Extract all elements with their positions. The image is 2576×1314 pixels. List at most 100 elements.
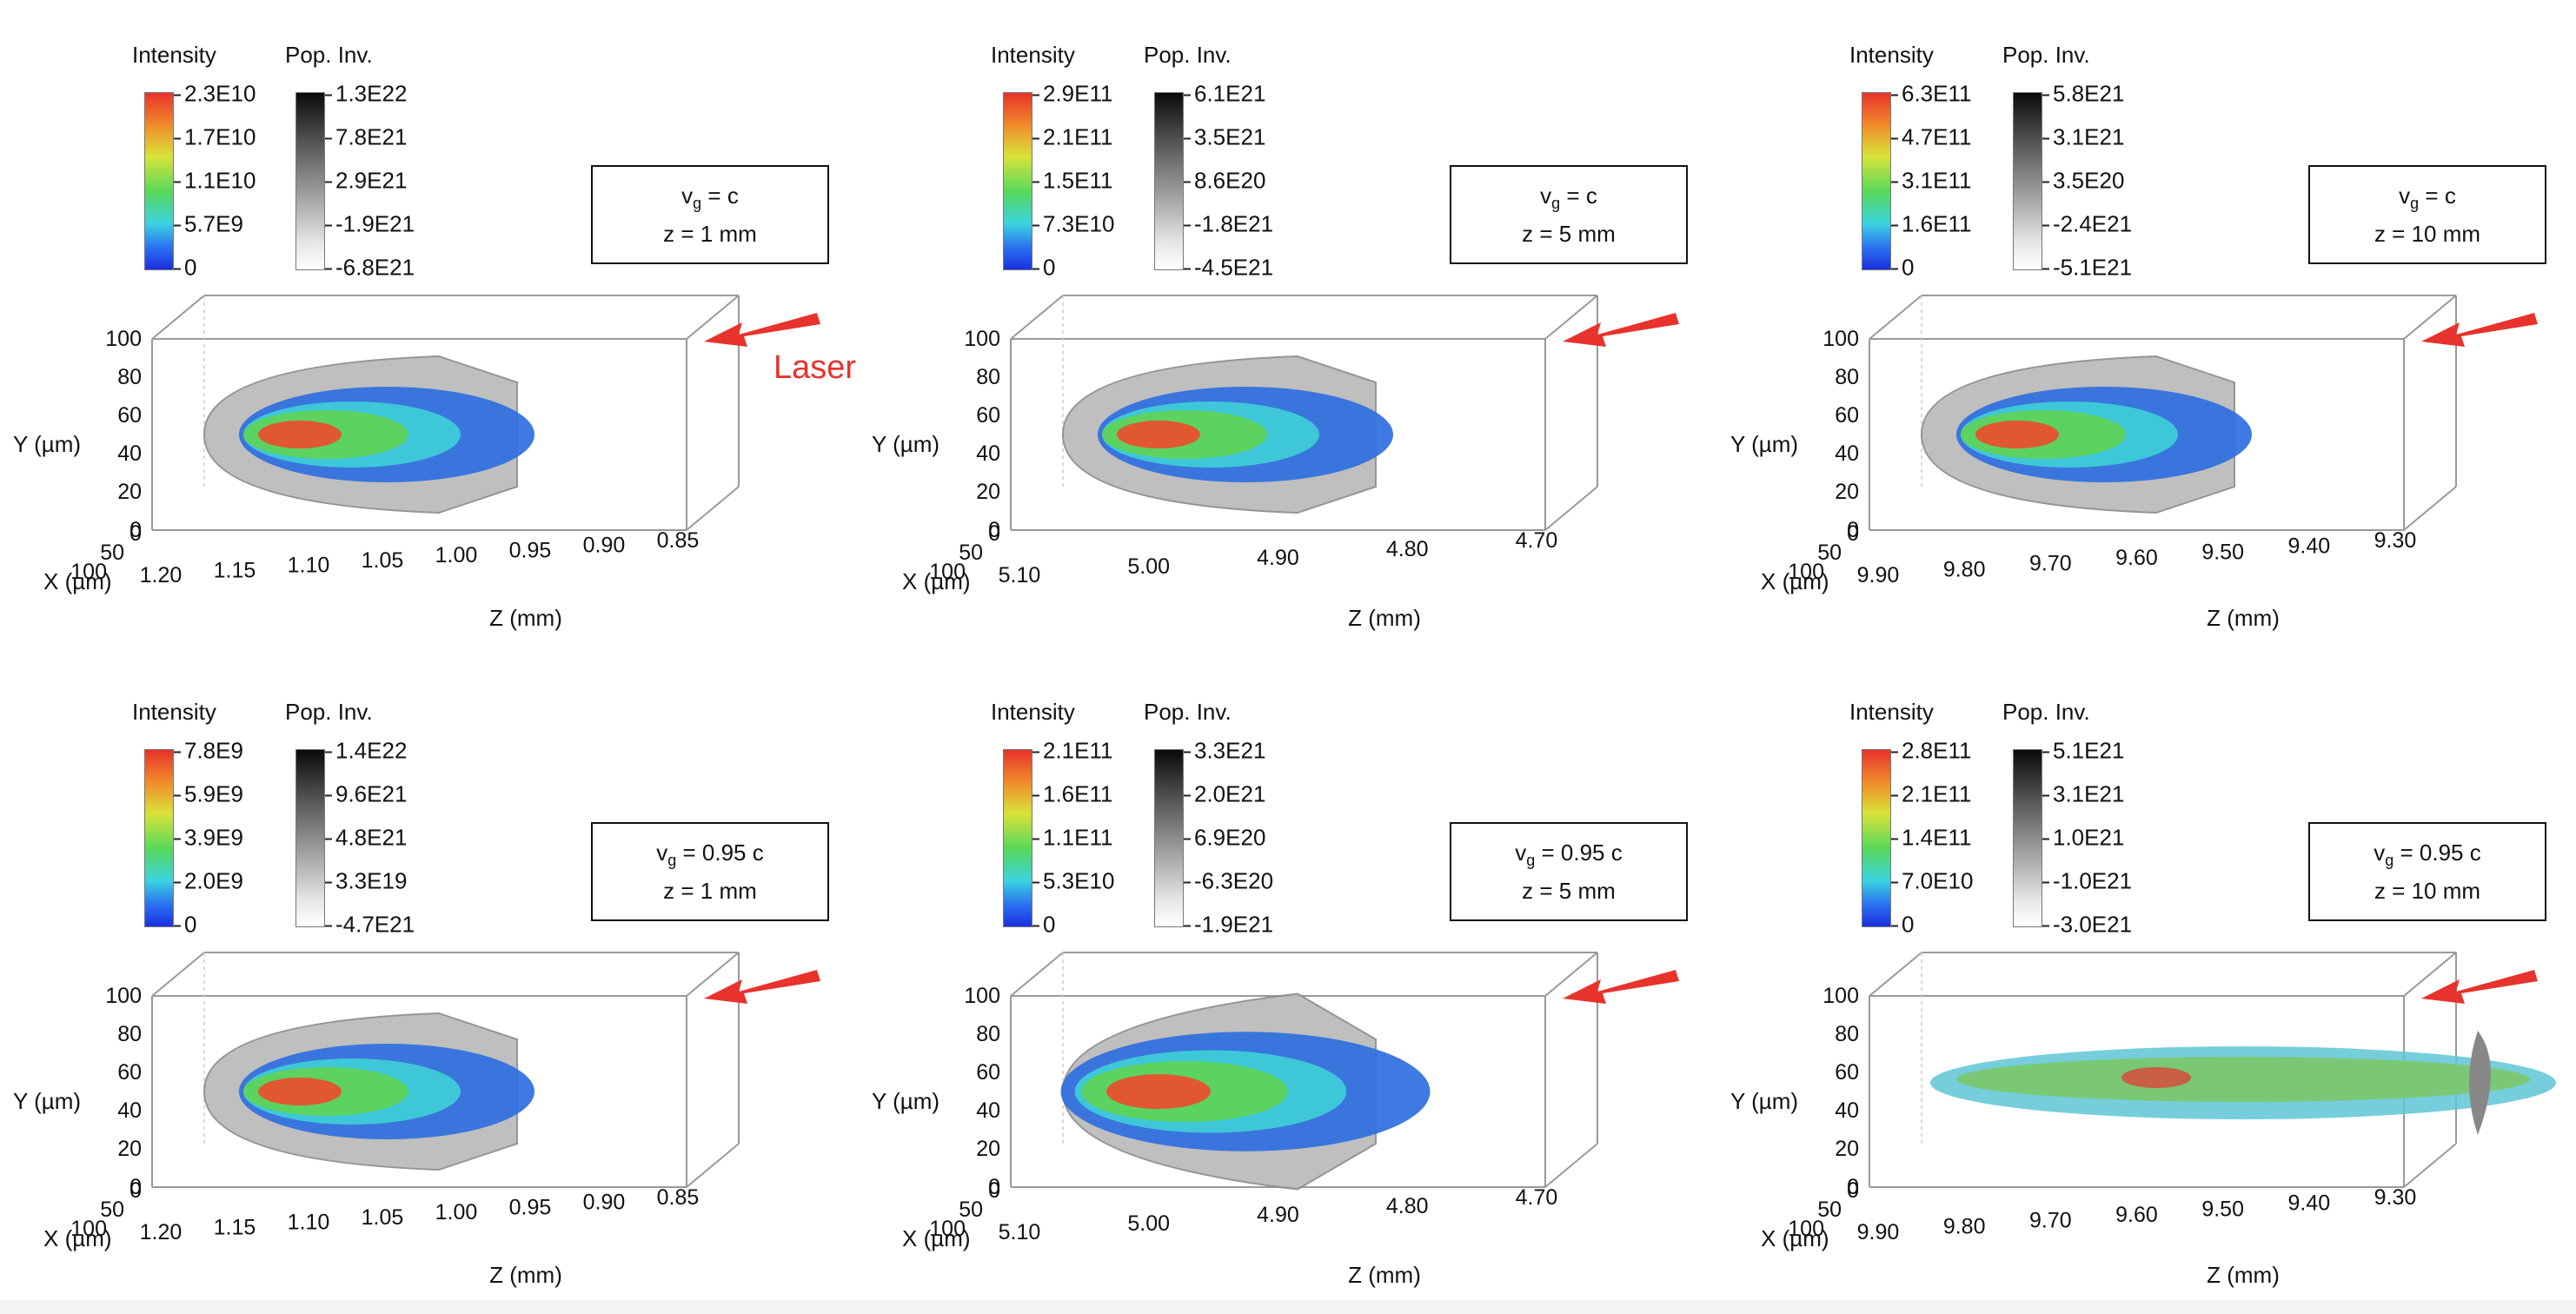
intensity-tick-label: 3.9E9: [174, 825, 243, 852]
y-tick-label: 20: [1835, 1137, 1859, 1161]
intensity-tick-label: 2.1E11: [1891, 781, 1971, 808]
box-edge: [686, 486, 740, 531]
group-velocity-label: vg = 0.95 c: [1515, 840, 1623, 870]
x-axis-label: X (µm): [902, 568, 971, 594]
x-tick-label: 0: [129, 521, 142, 546]
intensity-tick-label: 0: [1891, 912, 1914, 939]
box-edge: [1544, 295, 1598, 340]
intensity-legend-title: Intensity: [991, 699, 1075, 725]
z-tick-label: 0.95: [509, 538, 552, 562]
pop-inv-tick-label: 2.0E21: [1184, 781, 1265, 808]
y-tick-label: 100: [105, 984, 142, 1008]
pop-inv-tick-label: 3.1E21: [2042, 124, 2124, 151]
laser-arrow: [1563, 970, 1679, 1004]
isosurface-group: [1060, 992, 1431, 1191]
y-tick-label: 40: [976, 441, 1000, 466]
laser-arrow: [2421, 970, 2538, 1004]
y-tick-label: 40: [117, 1098, 142, 1123]
panel-p6: Intensity Pop. Inv. 2.8E11 2.1E11 1.4E11 7.0E…: [1717, 657, 2576, 1314]
box-edge: [686, 952, 740, 997]
pop-inv-tick-label: 7.8E21: [325, 124, 407, 151]
pop-inv-tick-label: 1.3E22: [325, 81, 407, 108]
z-axis-label: Z (mm): [2207, 1262, 2280, 1288]
group-velocity-label: vg = 0.95 c: [656, 840, 764, 870]
pop-inv-tick-label: 6.1E21: [1184, 81, 1265, 108]
y-tick-label: 20: [117, 1137, 142, 1161]
intensity-tick-label: 6.3E11: [1891, 81, 1971, 108]
laser-arrow: [704, 970, 820, 1004]
panel-p5: Intensity Pop. Inv. 2.1E11 1.6E11 1.1E11 5.3E…: [859, 657, 1717, 1314]
intensity-legend-title: Intensity: [132, 699, 216, 725]
x-tick-label: 50: [1817, 541, 1842, 565]
y-tick-label: 100: [105, 327, 142, 351]
pop-inv-tick-label: -6.8E21: [325, 255, 415, 282]
intensity-tick-label: 5.3E10: [1032, 868, 1114, 895]
z-axis-label: Z (mm): [2207, 605, 2280, 631]
intensity-tick-label: 2.1E11: [1032, 738, 1112, 765]
z-axis-label: Z (mm): [489, 1262, 562, 1288]
z-tick-label: 1.15: [214, 1215, 256, 1239]
pop-inv-tick-label: 3.3E21: [1184, 738, 1265, 765]
y-tick-label: 80: [117, 1022, 142, 1046]
z-tick-label: 1.00: [435, 1200, 478, 1224]
y-tick-label: 40: [117, 441, 142, 466]
x-tick-label: 0: [988, 521, 1000, 546]
propagation-distance-label: z = 5 mm: [1522, 877, 1616, 904]
x-tick-label: 50: [1817, 1198, 1842, 1222]
pop-inv-tick-label: -1.0E21: [2042, 868, 2132, 895]
pop-inv-tick-label: -4.5E21: [1184, 255, 1273, 282]
intensity-peak: [1106, 1074, 1211, 1109]
pop-inv-tick-label: -1.9E21: [1184, 912, 1273, 939]
y-tick-label: 100: [1822, 327, 1859, 351]
y-tick-label: 60: [1835, 1060, 1859, 1085]
group-velocity-value: c: [727, 182, 739, 209]
intensity-colorbar: [1003, 749, 1032, 927]
z-tick-label: 1.05: [362, 548, 404, 573]
pop-inv-colorbar: [2013, 749, 2042, 927]
group-velocity-label: vg = c: [681, 182, 739, 213]
propagation-distance-label: z = 1 mm: [663, 220, 757, 247]
isosurface-group: [1061, 355, 1393, 514]
box-edge: [1010, 295, 1064, 340]
box-edge: [2403, 486, 2457, 531]
z-axis-label: Z (mm): [1348, 605, 1421, 631]
intensity-legend-title: Intensity: [132, 42, 216, 68]
group-velocity-value: 0.95 c: [701, 840, 764, 866]
box-edge: [1010, 952, 1064, 997]
pop-inv-tick-label: -2.4E21: [2042, 211, 2132, 238]
box-edge: [151, 295, 205, 340]
x-tick-label: 100: [1788, 560, 1824, 584]
footer-strip: [0, 1300, 2576, 1314]
propagation-distance-label: z = 10 mm: [2374, 877, 2481, 904]
z-tick-label: 9.30: [2374, 1185, 2417, 1210]
group-velocity-value: 0.95 c: [2419, 840, 2481, 866]
pop-inv-colorbar: [2013, 92, 2042, 270]
propagation-distance-label: z = 5 mm: [1522, 220, 1616, 247]
z-tick-label: 0.95: [509, 1195, 552, 1219]
group-velocity-value: c: [2444, 182, 2456, 209]
z-tick-label: 9.70: [2029, 552, 2072, 576]
z-tick-label: 4.70: [1516, 1185, 1558, 1210]
x-tick-label: 0: [1847, 521, 1859, 546]
x-tick-label: 50: [100, 541, 124, 565]
y-axis-label: Y (µm): [1730, 431, 1798, 457]
z-tick-label: 0.85: [657, 528, 700, 553]
pop-inv-legend-title: Pop. Inv.: [1144, 699, 1232, 725]
parameter-box: vg = 0.95 c z = 5 mm: [1450, 822, 1688, 921]
laser-arrow: [2421, 313, 2538, 347]
z-tick-label: 9.50: [2201, 540, 2244, 564]
intensity-tick-label: 2.3E10: [174, 81, 256, 108]
z-tick-label: 5.10: [999, 563, 1041, 587]
x-axis-label: X (µm): [1761, 1225, 1829, 1251]
z-axis-label: Z (mm): [489, 605, 562, 631]
intensity-legend-title: Intensity: [991, 42, 1075, 68]
x-tick-label: 50: [959, 541, 983, 565]
intensity-tick-label: 1.1E11: [1032, 825, 1112, 852]
intensity-tick-label: 0: [174, 912, 196, 939]
z-tick-label: 1.20: [140, 1220, 183, 1244]
laser-label: Laser: [773, 349, 856, 386]
intensity-tick-label: 3.1E11: [1891, 168, 1971, 195]
pop-inv-tick-label: 4.8E21: [325, 825, 407, 852]
